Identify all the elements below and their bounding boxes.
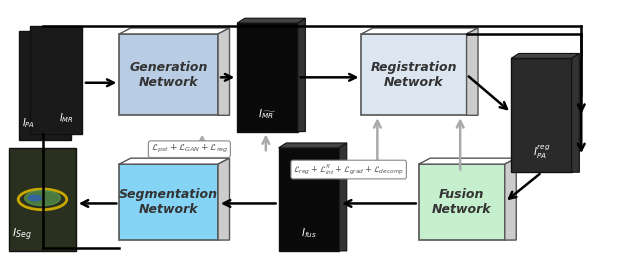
FancyBboxPatch shape <box>119 34 218 115</box>
Polygon shape <box>505 158 516 240</box>
Text: Generation
Network: Generation Network <box>129 61 208 89</box>
Text: $I_{fus}$: $I_{fus}$ <box>301 226 317 240</box>
FancyBboxPatch shape <box>278 148 339 251</box>
Text: Segmentation
Network: Segmentation Network <box>119 188 218 216</box>
Polygon shape <box>419 158 516 164</box>
Text: $I_{Seg}$: $I_{Seg}$ <box>12 226 32 243</box>
FancyBboxPatch shape <box>419 164 505 240</box>
Polygon shape <box>362 28 478 34</box>
Text: $\mathcal{L}_{pst} + \mathcal{L}_{GAN} + \mathcal{L}_{reg}$: $\mathcal{L}_{pst} + \mathcal{L}_{GAN} +… <box>150 143 228 155</box>
Polygon shape <box>119 28 230 34</box>
FancyBboxPatch shape <box>30 26 83 134</box>
FancyBboxPatch shape <box>362 34 467 115</box>
Polygon shape <box>237 18 305 23</box>
FancyBboxPatch shape <box>237 23 298 132</box>
Polygon shape <box>572 53 579 172</box>
FancyBboxPatch shape <box>19 31 72 140</box>
Polygon shape <box>467 28 478 115</box>
Text: $I_{PA}$: $I_{PA}$ <box>22 116 36 130</box>
FancyBboxPatch shape <box>119 164 218 240</box>
Polygon shape <box>218 28 230 115</box>
Polygon shape <box>511 53 579 58</box>
Polygon shape <box>298 18 305 132</box>
Text: $\mathcal{L}_{reg} + \mathcal{L}_{int}^{fl} + \mathcal{L}_{grad} + \mathcal{L}_{: $\mathcal{L}_{reg} + \mathcal{L}_{int}^{… <box>293 162 404 177</box>
Polygon shape <box>119 158 230 164</box>
FancyBboxPatch shape <box>9 148 76 251</box>
Circle shape <box>28 195 41 201</box>
Text: Registration
Network: Registration Network <box>371 61 457 89</box>
Text: $I_{PA}^{reg}$: $I_{PA}^{reg}$ <box>532 144 550 161</box>
Text: Fusion
Network: Fusion Network <box>432 188 492 216</box>
Text: $I_{\widetilde{MR}}$: $I_{\widetilde{MR}}$ <box>259 107 276 121</box>
FancyBboxPatch shape <box>511 58 572 172</box>
Polygon shape <box>339 143 347 251</box>
Text: $I_{MR}$: $I_{MR}$ <box>60 111 74 125</box>
Circle shape <box>25 190 60 206</box>
Polygon shape <box>218 158 230 240</box>
Polygon shape <box>278 143 347 148</box>
